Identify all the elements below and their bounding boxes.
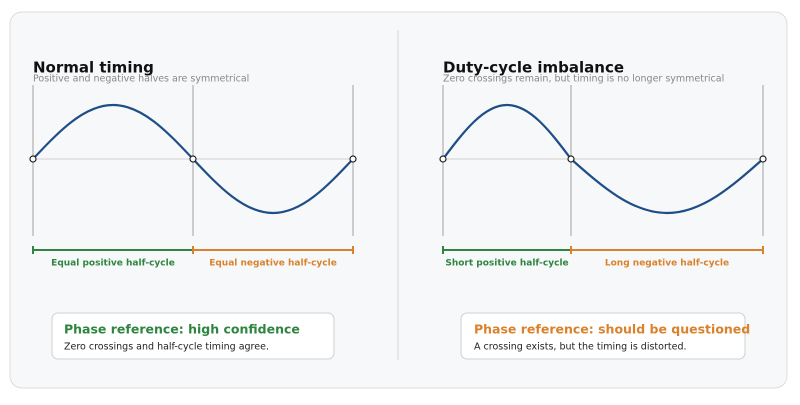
positive-label: Short positive half-cycle: [445, 259, 568, 269]
panel: Normal timing Positive and negative halv…: [29, 59, 357, 360]
panel-subtitle: Zero crossings remain, but timing is no …: [443, 74, 724, 85]
positive-label: Equal positive half-cycle: [51, 259, 175, 269]
panel: Duty-cycle imbalance Zero crossings rema…: [439, 59, 767, 360]
zero-crossing: [29, 155, 37, 163]
callout-heading: Phase reference: should be questioned: [474, 322, 750, 337]
negative-label: Equal negative half-cycle: [209, 259, 337, 269]
negative-label: Long negative half-cycle: [605, 259, 729, 269]
zero-crossing: [349, 155, 357, 163]
negative-span: [570, 246, 764, 254]
positive-span: [442, 246, 571, 254]
positive-span: [32, 246, 193, 254]
zero-crossing: [759, 155, 767, 163]
panel-title: Duty-cycle imbalance: [443, 59, 624, 77]
zero-crossing: [439, 155, 447, 163]
callout: [51, 312, 335, 360]
zero-crossing: [567, 155, 575, 163]
callout-text: A crossing exists, but the timing is dis…: [474, 342, 687, 353]
zero-crossing: [189, 155, 197, 163]
callout: [460, 312, 746, 360]
panel-subtitle: Positive and negative halves are symmetr…: [33, 74, 249, 85]
negative-span: [192, 246, 354, 254]
callout-heading: Phase reference: high confidence: [64, 322, 300, 337]
panel-title: Normal timing: [33, 59, 154, 77]
callout-text: Zero crossings and half-cycle timing agr…: [64, 342, 269, 353]
